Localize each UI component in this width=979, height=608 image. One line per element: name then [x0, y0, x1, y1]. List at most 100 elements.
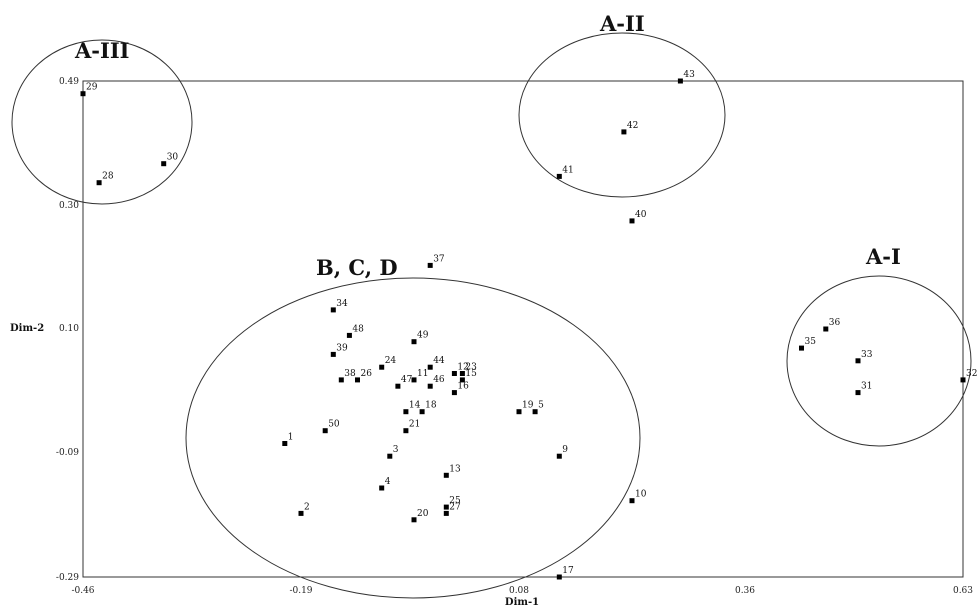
point-marker-38 [338, 377, 344, 383]
point-marker-3 [387, 453, 393, 459]
point-marker-46 [427, 383, 433, 389]
point-marker-16 [451, 390, 457, 396]
point-marker-13 [443, 472, 449, 478]
point-label-5: 5 [538, 401, 544, 411]
point-marker-34 [330, 307, 336, 313]
point-marker-20 [411, 517, 417, 523]
y-tick-label: 0.10 [59, 324, 79, 334]
point-label-30: 30 [167, 153, 179, 163]
cluster-label-a-i: A-I [865, 244, 901, 269]
point-label-33: 33 [861, 350, 873, 360]
point-marker-11 [411, 377, 417, 383]
y-axis-label: Dim-2 [10, 323, 44, 334]
point-marker-30 [161, 161, 167, 167]
point-label-26: 26 [361, 369, 373, 379]
cluster-labels: A-III A-II B, C, D A-I [74, 11, 901, 280]
point-label-13: 13 [449, 464, 461, 474]
point-marker-15 [459, 377, 465, 383]
cluster-ellipse-b-c-d [185, 277, 641, 599]
point-label-2: 2 [304, 502, 310, 512]
point-marker-5 [532, 409, 538, 415]
point-label-24: 24 [385, 356, 397, 366]
plot-frame [82, 80, 964, 578]
point-label-4: 4 [385, 477, 391, 487]
point-marker-31 [855, 390, 861, 396]
point-label-36: 36 [829, 318, 841, 328]
point-marker-14 [403, 409, 409, 415]
point-marker-50 [322, 428, 328, 434]
point-marker-44 [427, 364, 433, 370]
point-label-39: 39 [336, 343, 348, 353]
point-label-9: 9 [562, 445, 568, 455]
point-marker-1 [282, 441, 288, 446]
point-label-10: 10 [635, 490, 647, 500]
cluster-label-a-iii: A-III [74, 38, 129, 63]
point-marker-40 [629, 218, 635, 224]
point-marker-49 [411, 339, 417, 345]
point-marker-42 [621, 129, 627, 135]
point-label-41: 41 [562, 165, 573, 175]
point-label-49: 49 [417, 331, 429, 341]
point-label-11: 11 [417, 369, 428, 379]
point-label-18: 18 [425, 401, 437, 411]
point-marker-10 [629, 498, 635, 504]
point-marker-39 [330, 351, 336, 357]
point-label-14: 14 [409, 401, 421, 411]
point-label-37: 37 [433, 254, 445, 264]
point-label-40: 40 [635, 210, 647, 220]
point-label-3: 3 [393, 445, 399, 455]
point-marker-24 [379, 364, 385, 370]
point-marker-19 [516, 409, 522, 415]
x-tick-label: -0.46 [71, 586, 94, 596]
point-marker-37 [427, 262, 433, 268]
point-marker-28 [96, 180, 102, 186]
point-marker-2 [298, 510, 304, 516]
cluster-ellipse-a-iii [11, 39, 193, 205]
point-marker-25 [443, 504, 449, 510]
point-label-32: 32 [966, 369, 977, 379]
point-marker-41 [556, 173, 562, 179]
point-label-12: 12 [457, 363, 468, 373]
point-marker-29 [80, 91, 86, 97]
y-tick-label: 0.30 [59, 201, 79, 211]
point-marker-35 [799, 345, 804, 351]
point-label-43: 43 [683, 70, 695, 80]
x-tick-label: 0.36 [735, 586, 755, 596]
point-label-15: 15 [465, 369, 477, 379]
point-label-20: 20 [417, 509, 429, 519]
x-axis-ticks: -0.46 -0.19 0.08 0.36 0.63 [71, 586, 973, 596]
point-label-1: 1 [288, 433, 294, 443]
y-tick-label: 0.49 [59, 77, 79, 87]
point-label-23: 23 [465, 363, 477, 373]
point-marker-21 [403, 428, 409, 434]
point-label-29: 29 [86, 83, 98, 93]
point-marker-23 [459, 371, 465, 376]
x-tick-label: 0.08 [509, 586, 529, 596]
cluster-label-b-c-d: B, C, D [316, 255, 398, 280]
point-label-31: 31 [861, 382, 872, 392]
cluster-ellipse-a-i [786, 275, 972, 447]
point-marker-26 [355, 377, 360, 383]
y-axis-ticks: 0.49 0.30 0.10 -0.09 -0.29 [56, 77, 79, 583]
cluster-ellipse-a-ii [518, 32, 726, 198]
point-marker-27 [443, 510, 449, 516]
x-tick-label: 0.63 [953, 586, 973, 596]
point-label-21: 21 [409, 420, 420, 430]
point-label-38: 38 [344, 369, 356, 379]
point-label-50: 50 [328, 420, 340, 430]
point-marker-9 [556, 453, 562, 459]
point-label-27: 27 [449, 502, 461, 512]
point-label-19: 19 [522, 401, 534, 411]
point-marker-48 [346, 332, 352, 338]
point-label-46: 46 [433, 375, 445, 385]
point-marker-17 [556, 574, 562, 580]
x-tick-label: -0.19 [289, 586, 312, 596]
point-label-35: 35 [805, 337, 817, 347]
y-tick-label: -0.09 [56, 448, 79, 458]
point-marker-4 [379, 485, 385, 491]
point-label-25: 25 [449, 496, 461, 506]
point-label-34: 34 [336, 299, 348, 309]
point-marker-36 [823, 326, 829, 332]
